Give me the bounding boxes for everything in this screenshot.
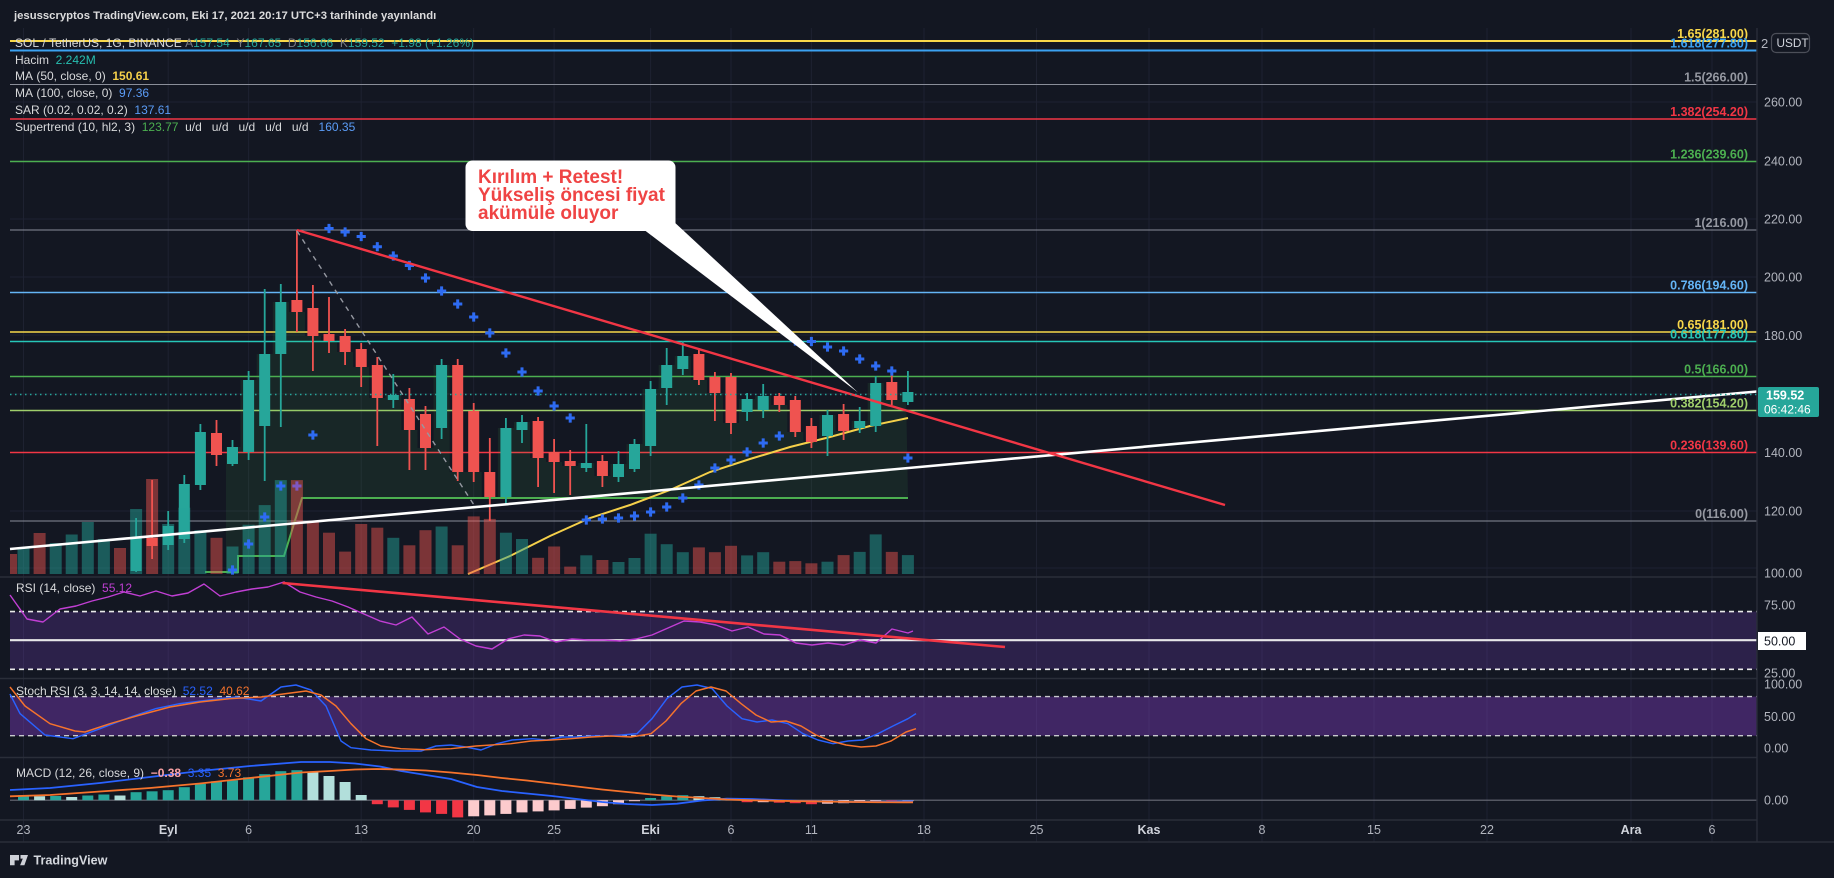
svg-text:200.00: 200.00 [1764,271,1802,285]
svg-text:0.00: 0.00 [1764,794,1788,808]
svg-text:6: 6 [1709,823,1716,837]
svg-text:1.5(266.00): 1.5(266.00) [1684,71,1748,85]
svg-text:25: 25 [547,823,561,837]
svg-text:2: 2 [1761,36,1768,51]
svg-text:6: 6 [245,823,252,837]
svg-text:MA (50, close, 0) 150.61: MA (50, close, 0) 150.61 [15,69,149,83]
svg-text:1(216.00): 1(216.00) [1694,216,1748,230]
svg-text:11: 11 [805,823,818,837]
svg-text:0.618(177.80): 0.618(177.80) [1670,328,1748,342]
svg-text:Supertrend (10, hl2, 3) 123.7: Supertrend (10, hl2, 3) 123.77 u/d u/d u… [15,120,356,134]
svg-text:22: 22 [1480,823,1494,837]
svg-text:159.52: 159.52 [1766,389,1804,403]
svg-text:220.00: 220.00 [1764,213,1802,227]
svg-text:50.00: 50.00 [1764,710,1795,724]
svg-text:8: 8 [1259,823,1266,837]
svg-text:Hacim 2.242M: Hacim 2.242M [15,53,96,67]
svg-text:18: 18 [917,823,931,837]
svg-text:USDT: USDT [1777,36,1809,50]
svg-text:0.5(166.00): 0.5(166.00) [1684,363,1748,377]
svg-text:20: 20 [467,823,481,837]
svg-text:100.00: 100.00 [1764,678,1802,692]
svg-text:jesusscryptos TradingView.com,: jesusscryptos TradingView.com, Eki 17, 2… [13,10,436,22]
svg-text:50.00: 50.00 [1764,635,1795,649]
svg-text:Eki: Eki [641,823,660,837]
svg-text:TradingView: TradingView [34,854,108,868]
svg-text:15: 15 [1367,823,1381,837]
svg-text:0.786(194.60): 0.786(194.60) [1670,279,1748,293]
svg-text:Yükseliş öncesi fiyat: Yükseliş öncesi fiyat [478,185,666,206]
svg-text:Ara: Ara [1621,823,1643,837]
svg-text:1.65(281.00): 1.65(281.00) [1677,27,1748,41]
svg-text:1.618(277.80): 1.618(277.80) [1670,37,1748,51]
svg-text:180.00: 180.00 [1764,329,1802,343]
svg-text:0(116.00): 0(116.00) [1695,507,1748,521]
svg-text:0.382(154.20): 0.382(154.20) [1670,397,1748,411]
svg-text:MA (100, close, 0) 97.36: MA (100, close, 0) 97.36 [15,86,149,100]
svg-text:25.00: 25.00 [1764,667,1795,681]
svg-text:0.236(139.60): 0.236(139.60) [1670,439,1748,453]
svg-text:Kas: Kas [1138,823,1161,837]
svg-text:1.236(239.60): 1.236(239.60) [1670,148,1748,162]
svg-text:SAR (0.02, 0.02, 0.2) 137.61: SAR (0.02, 0.02, 0.2) 137.61 [15,103,171,117]
svg-text:23: 23 [17,823,31,837]
svg-text:260.00: 260.00 [1764,96,1802,110]
svg-text:13: 13 [354,823,368,837]
svg-text:0.65(181.00): 0.65(181.00) [1677,318,1748,332]
svg-text:6: 6 [728,823,735,837]
svg-text:140.00: 140.00 [1764,446,1802,460]
svg-text:1.382(254.20): 1.382(254.20) [1670,105,1748,119]
svg-text:RSI (14, close) 55.12: RSI (14, close) 55.12 [16,581,132,595]
svg-text:Kırılım + Retest!: Kırılım + Retest! [478,167,623,188]
svg-text:06:42:46: 06:42:46 [1764,403,1811,417]
svg-text:Stoch RSI (3, 3, 14, 14, close: Stoch RSI (3, 3, 14, 14, close) 52.52 40… [16,684,250,698]
svg-text:240.00: 240.00 [1764,155,1802,169]
svg-text:75.00: 75.00 [1764,599,1795,613]
svg-text:SOL / TetherUS, 1G, BINANCE A1: SOL / TetherUS, 1G, BINANCE A157.54 Y167… [15,36,474,50]
svg-text:0.00: 0.00 [1764,742,1788,756]
svg-text:25: 25 [1030,823,1044,837]
svg-text:120.00: 120.00 [1764,505,1802,519]
svg-text:MACD (12, 26, close, 9) −0.38: MACD (12, 26, close, 9) −0.38 3.35 3.73 [16,766,241,780]
svg-text:Eyl: Eyl [159,823,178,837]
svg-text:100.00: 100.00 [1764,567,1802,581]
svg-text:akümüle oluyor: akümüle oluyor [478,203,619,224]
